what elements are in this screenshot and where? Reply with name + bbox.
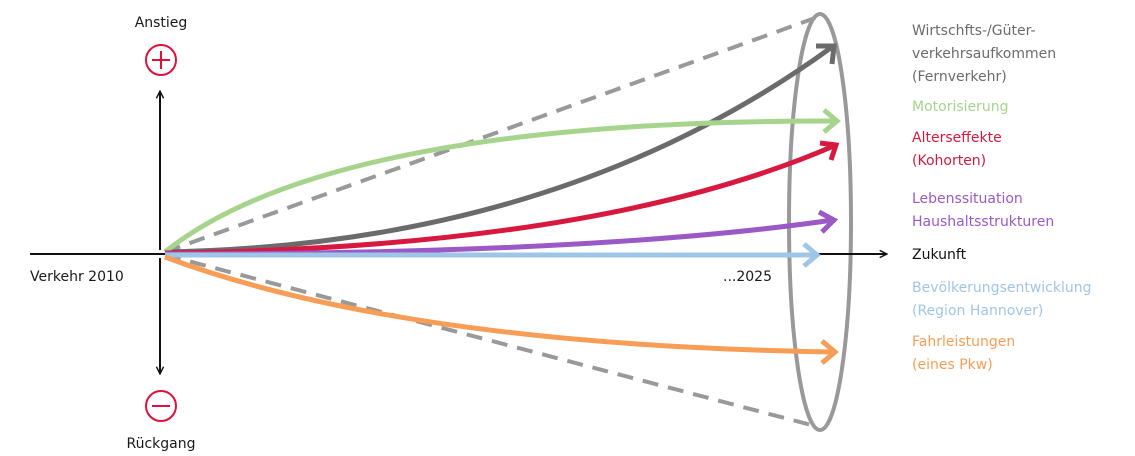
legend-item-6-line-0: Fahrleistungen xyxy=(912,334,1015,350)
decrease-label: Rückgang xyxy=(126,436,195,452)
trend-curve-wirtschaftsverkehr xyxy=(164,44,834,255)
horizon-label: ...2025 xyxy=(723,269,772,285)
trend-arrowhead-lebenssituation xyxy=(817,209,839,234)
legend-item-2-line-0: Alterseffekte xyxy=(912,130,1002,146)
minus-icon xyxy=(145,390,177,422)
legend-item-0-line-0: Wirtschfts-/Güter- xyxy=(912,23,1036,39)
trend-arrowhead-fahrleistungen xyxy=(820,339,839,365)
cone-upper-dashed-line xyxy=(164,16,816,254)
legend-item-1-line-0: Motorisierung xyxy=(912,99,1009,115)
cone-lower-dashed-line xyxy=(164,253,816,428)
legend-item-4-line-0: Zukunft xyxy=(912,247,967,263)
trend-arrowhead-motorisierung xyxy=(822,108,841,134)
legend-item-5-line-1: (Region Hannover) xyxy=(912,303,1043,319)
trend-curves xyxy=(163,43,841,365)
trend-arrowhead-alterseffekte xyxy=(819,140,840,161)
legend-item-5-line-0: Bevölkerungsentwicklung xyxy=(912,280,1092,296)
plus-icon xyxy=(145,44,177,76)
trend-curve-alterseffekte xyxy=(164,142,837,256)
baseline-label: Verkehr 2010 xyxy=(30,269,124,285)
legend-item-0-line-2: (Fernverkehr) xyxy=(912,69,1007,85)
trend-arrowhead-wirtschaftsverkehr xyxy=(816,43,837,65)
trend-curve-motorisierung xyxy=(163,118,837,254)
legend-item-6-line-1: (eines Pkw) xyxy=(912,357,993,373)
legend: Wirtschfts-/Güter-verkehrsaufkommen (Fern… xyxy=(912,23,1092,373)
future-range-ellipse xyxy=(787,12,853,432)
trend-arrowhead-bevoelkerung xyxy=(802,242,821,268)
legend-item-0-line-1: verkehrsaufkommen xyxy=(912,46,1056,62)
increase-label: Anstieg xyxy=(135,15,188,31)
trend-curve-fahrleistungen xyxy=(164,254,835,355)
legend-item-3-line-0: Lebenssituation xyxy=(912,191,1023,207)
legend-item-3-line-1: Haushaltsstrukturen xyxy=(912,214,1054,230)
legend-item-2-line-1: (Kohorten) xyxy=(912,153,986,169)
